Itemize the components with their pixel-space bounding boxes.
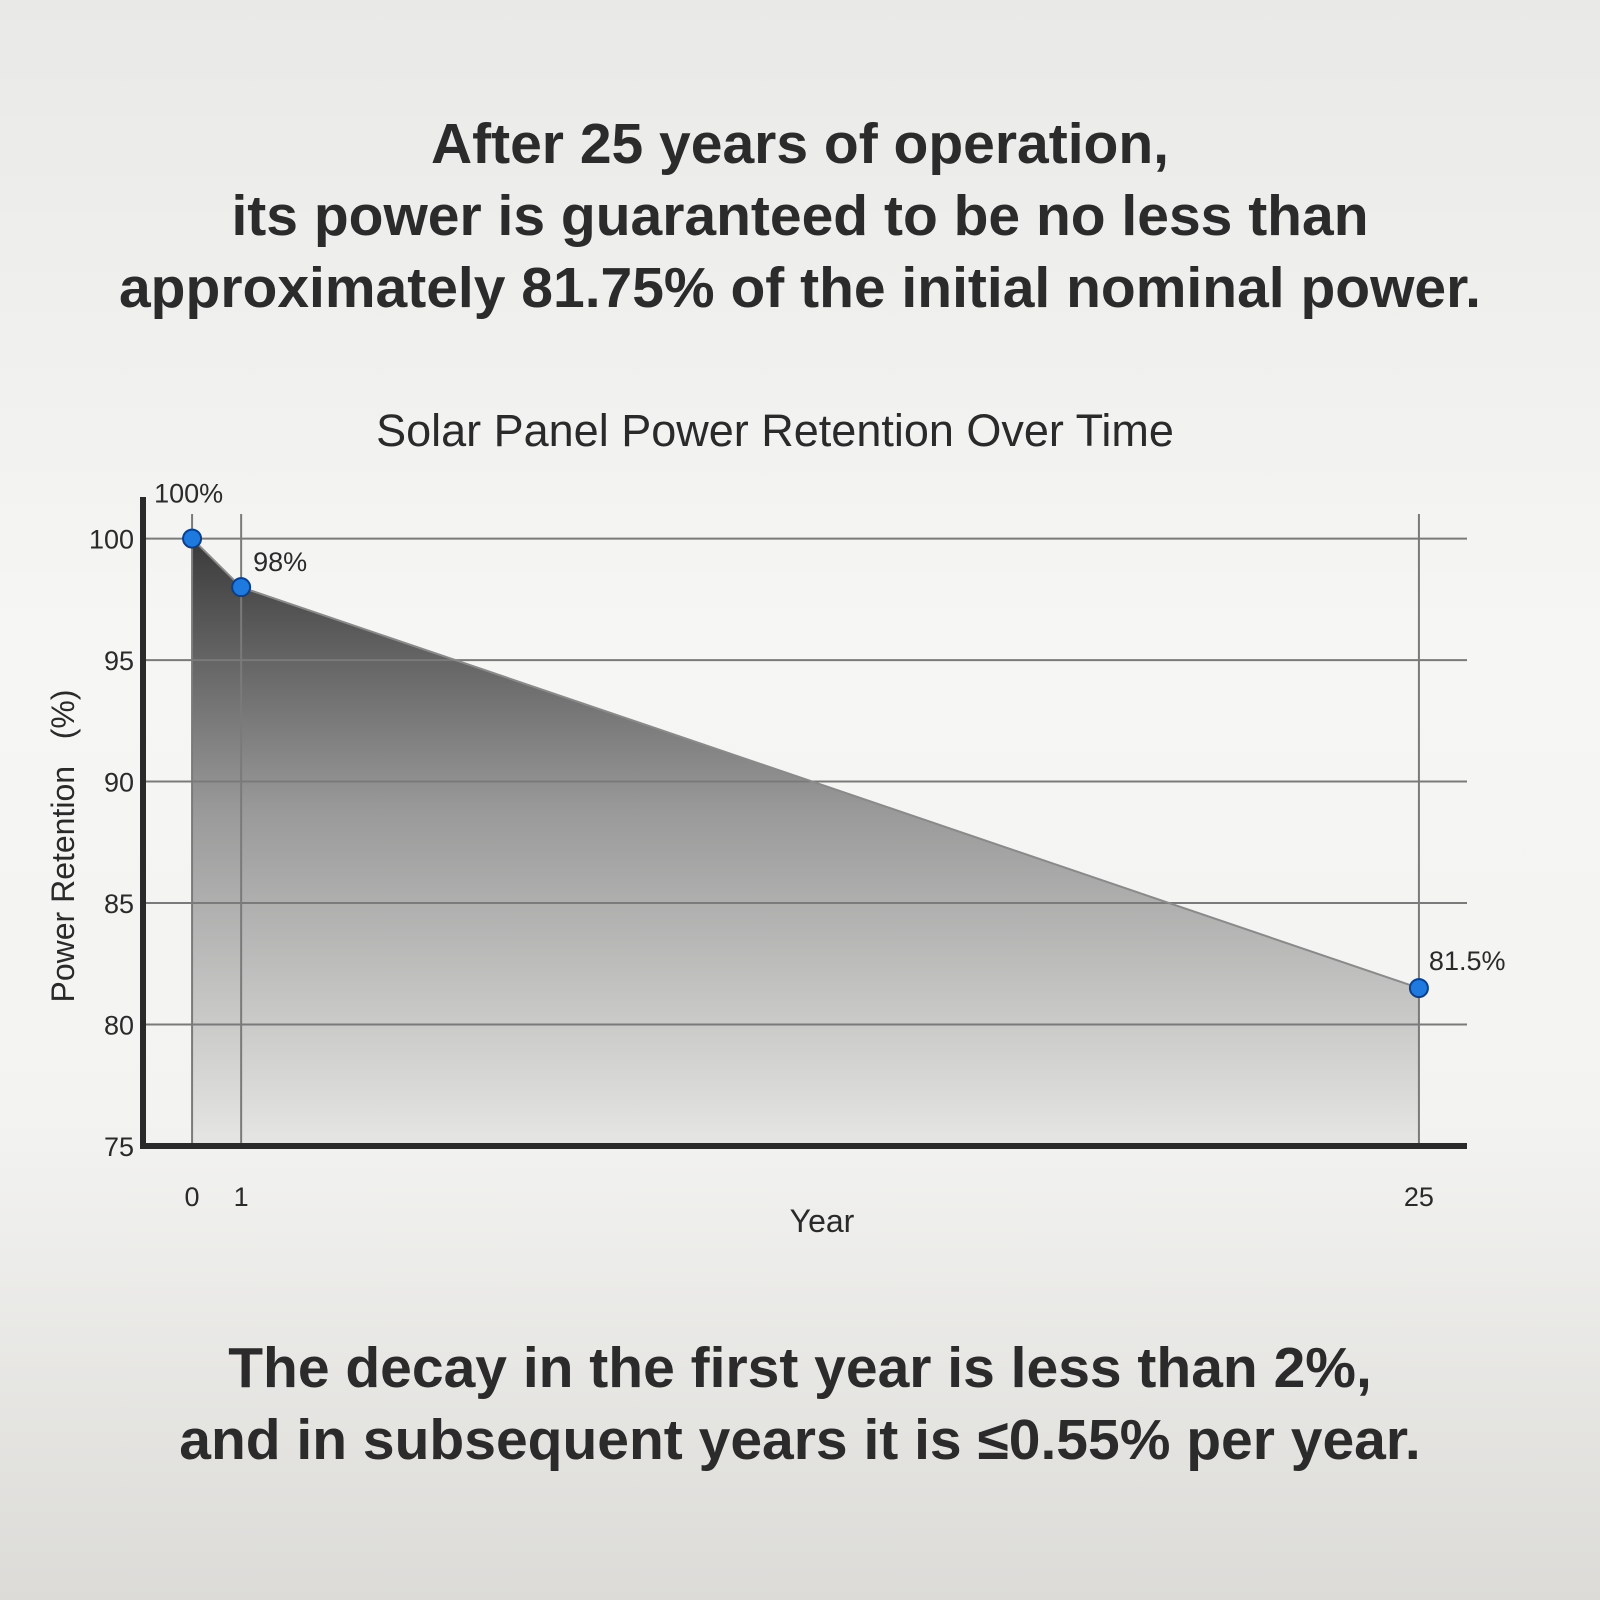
y-tick-label-95: 95 <box>104 646 134 676</box>
x-axis-label: Year <box>790 1203 855 1239</box>
y-tick-label-80: 80 <box>104 1011 134 1041</box>
x-tick-label-25: 25 <box>1404 1182 1434 1212</box>
data-point-year-0 <box>182 528 203 549</box>
data-point-year-1 <box>231 577 252 598</box>
y-tick-label-75: 75 <box>104 1132 134 1162</box>
top-headline-line-1: After 25 years of operation, <box>430 112 1170 176</box>
data-label-year-1: 98% <box>253 547 307 577</box>
y-tick-label-100: 100 <box>89 525 134 555</box>
top-headline-line-3: approximately 81.75% of the initial nomi… <box>118 256 1482 320</box>
top-headline: After 25 years of operation, its power i… <box>0 108 1600 324</box>
bottom-headline-line-1: The decay in the first year is less than… <box>228 1336 1372 1400</box>
y-axis-label: Power Retention (%) <box>45 689 81 1002</box>
y-tick-label-90: 90 <box>104 768 134 798</box>
y-tick-label-85: 85 <box>104 889 134 919</box>
top-headline-line-2: its power is guaranteed to be no less th… <box>231 184 1369 248</box>
bottom-headline-line-2: and in subsequent years it is ≤0.55% per… <box>179 1408 1421 1472</box>
data-point-year-25 <box>1408 978 1429 999</box>
data-label-year-0: 100% <box>154 479 223 509</box>
bottom-headline: The decay in the first year is less than… <box>0 1332 1600 1476</box>
data-label-year-25: 81.5% <box>1429 946 1506 976</box>
x-tick-label-1: 1 <box>234 1182 249 1212</box>
chart-title: Solar Panel Power Retention Over Time <box>376 405 1174 456</box>
x-tick-label-0: 0 <box>185 1182 200 1212</box>
retention-area <box>192 538 1419 1146</box>
